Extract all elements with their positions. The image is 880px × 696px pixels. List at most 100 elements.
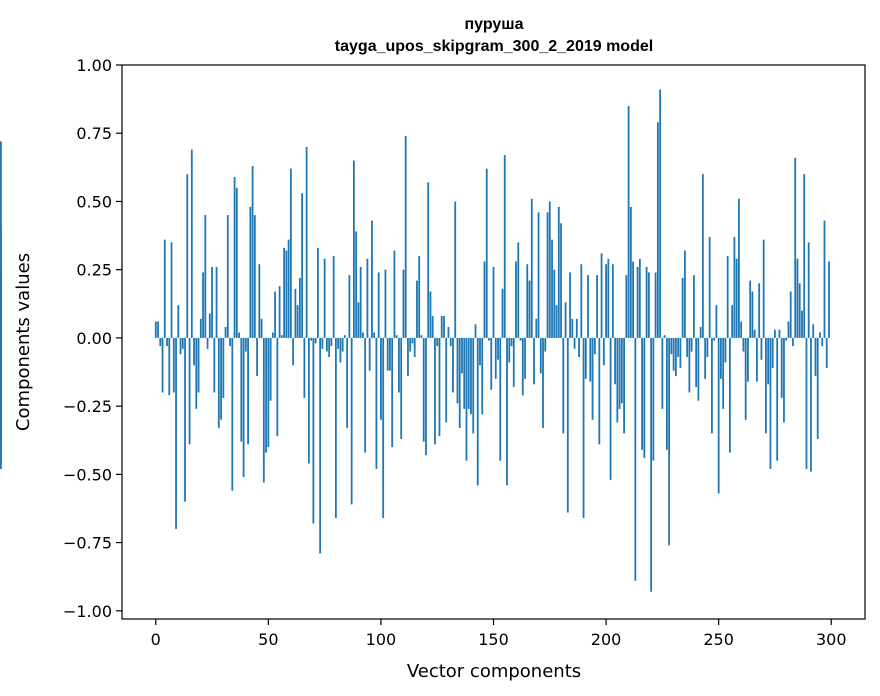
bar-234 xyxy=(681,277,684,338)
bar-70 xyxy=(312,337,315,524)
bar-292 xyxy=(812,324,815,338)
bar-179 xyxy=(557,206,560,338)
bar-120 xyxy=(425,337,427,456)
bar-121 xyxy=(427,182,430,338)
bar-169 xyxy=(535,318,538,338)
bar-133 xyxy=(454,201,457,338)
bar-112 xyxy=(407,337,409,377)
bar-53 xyxy=(274,291,276,338)
bar-265 xyxy=(751,291,754,338)
bar-287 xyxy=(801,310,803,338)
bar-283 xyxy=(792,337,794,347)
bar-82 xyxy=(339,337,342,363)
bar-275 xyxy=(774,329,776,338)
bar-43 xyxy=(251,165,254,338)
bar-247 xyxy=(711,337,713,434)
bar-89 xyxy=(355,231,358,338)
bar-72 xyxy=(316,247,319,338)
bar-261 xyxy=(742,337,745,352)
bar-30 xyxy=(222,337,225,398)
bar-207 xyxy=(620,337,623,404)
bar-251 xyxy=(720,337,722,379)
bar-29 xyxy=(220,337,222,420)
bar-211 xyxy=(629,206,632,338)
bar-154 xyxy=(501,288,504,338)
bar-172 xyxy=(542,337,544,428)
bar-96 xyxy=(371,220,373,338)
bar-37 xyxy=(238,332,240,338)
bar-268 xyxy=(758,283,761,338)
bar-45 xyxy=(256,337,258,377)
bar-260 xyxy=(740,321,743,338)
bar-164 xyxy=(524,337,526,379)
bar-118 xyxy=(420,335,423,338)
y-tick-label: 1.00 xyxy=(76,56,112,75)
bar-99 xyxy=(377,272,380,338)
bar-150 xyxy=(492,266,495,338)
bar-162 xyxy=(519,337,522,341)
bar-61 xyxy=(292,337,295,366)
bar-298 xyxy=(825,337,828,368)
y-axis-label: Components values xyxy=(13,253,34,431)
bar-23 xyxy=(206,337,209,349)
bar-3 xyxy=(161,337,164,393)
bar-71 xyxy=(314,337,317,344)
bar-13 xyxy=(184,337,186,502)
x-tick-label: 250 xyxy=(703,630,734,649)
bar-175 xyxy=(548,201,551,338)
y-axis-ticks: 1.00 0.75 0.50 0.25 0.00 −0.25 −0.50 −0.75 −1.00 xyxy=(63,56,122,621)
plot-frame xyxy=(121,64,866,620)
bar-246 xyxy=(708,236,711,338)
bar-181 xyxy=(562,337,565,434)
bar-264 xyxy=(749,280,752,338)
bar-90 xyxy=(357,302,360,338)
bar-215 xyxy=(638,258,641,338)
bar-83 xyxy=(341,337,344,352)
bar-214 xyxy=(636,266,639,338)
bar-94 xyxy=(366,258,369,338)
bar-259 xyxy=(738,198,740,338)
bar-104 xyxy=(389,337,391,371)
x-tick-label: 150 xyxy=(478,630,509,649)
bar-256 xyxy=(731,305,734,338)
bar-59 xyxy=(287,239,290,338)
bar-87 xyxy=(350,337,353,505)
bar-36 xyxy=(235,187,238,338)
bar-151 xyxy=(494,337,497,379)
bar-208 xyxy=(623,337,625,434)
bar-63 xyxy=(296,305,299,338)
bar-278 xyxy=(780,337,783,398)
bar-225 xyxy=(661,337,664,409)
bar-4 xyxy=(163,239,166,338)
bar-76 xyxy=(325,337,328,352)
bar-282 xyxy=(789,291,792,338)
bar-204 xyxy=(614,337,616,385)
bar-51 xyxy=(269,337,272,401)
bar-137 xyxy=(463,337,466,409)
bar-231 xyxy=(674,337,677,377)
bar-114 xyxy=(411,337,414,344)
bar-16 xyxy=(190,149,193,338)
bar-238 xyxy=(690,337,693,352)
bar-245 xyxy=(706,337,709,358)
bar-68 xyxy=(307,337,310,464)
bar-146 xyxy=(483,261,486,338)
bar-75 xyxy=(323,258,326,338)
bar-102 xyxy=(384,269,387,338)
bar-273 xyxy=(769,337,772,469)
bar-73 xyxy=(319,337,322,554)
bar-178 xyxy=(555,305,558,338)
bar-230 xyxy=(672,337,675,371)
bar-193 xyxy=(589,337,592,382)
bar-62 xyxy=(294,288,297,338)
bar-34 xyxy=(231,337,234,491)
bar-28 xyxy=(217,337,220,428)
bar-135 xyxy=(458,337,461,428)
bar-252 xyxy=(722,337,725,409)
bar-26 xyxy=(213,337,216,393)
bar-103 xyxy=(386,337,389,371)
bar-108 xyxy=(398,337,400,393)
bar-269 xyxy=(760,337,763,360)
bars-group xyxy=(0,89,830,592)
bar-221 xyxy=(652,337,655,461)
